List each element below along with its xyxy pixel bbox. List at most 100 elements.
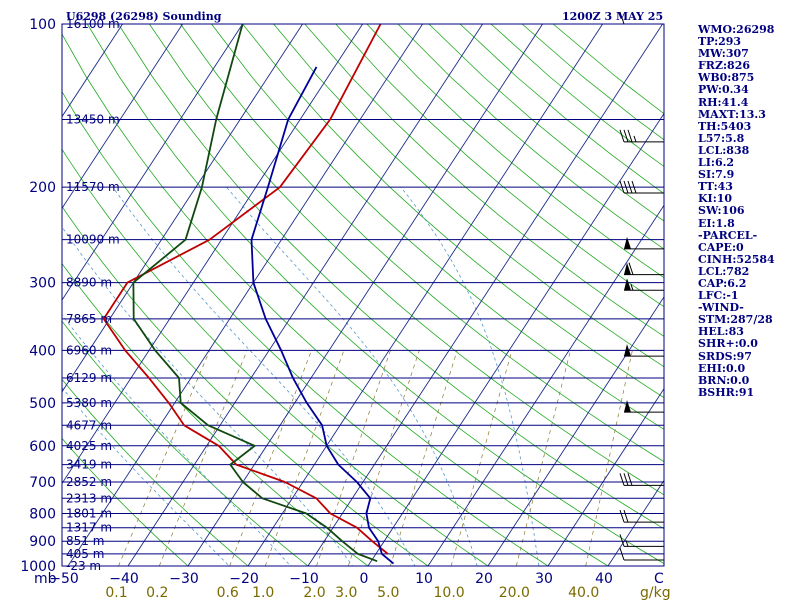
mixing-ratio-line bbox=[347, 350, 420, 566]
isotherm-line bbox=[62, 24, 243, 301]
wind-barb-flag bbox=[623, 180, 629, 194]
height-label: 16100 m bbox=[66, 17, 120, 31]
dry-adiabats bbox=[62, 24, 664, 566]
height-label: 405 m bbox=[66, 547, 104, 561]
mixing-ratio-line bbox=[264, 350, 345, 566]
dry-adiabat bbox=[117, 24, 664, 530]
wind-barb bbox=[619, 129, 664, 143]
dry-adiabat bbox=[149, 24, 664, 496]
wind-barb bbox=[624, 262, 664, 276]
index-item: CAP:6.2 bbox=[698, 276, 747, 290]
isotherm-line bbox=[367, 112, 664, 566]
wind-barb bbox=[624, 278, 664, 291]
index-item: TH:5403 bbox=[698, 119, 752, 133]
index-item: SRDS:97 bbox=[698, 349, 752, 363]
temperature-tick-label: 0 bbox=[360, 571, 369, 587]
mixing-ratio-tick-label: 10.0 bbox=[434, 585, 465, 600]
isotherm-line bbox=[67, 24, 423, 566]
dry-adiabat bbox=[62, 33, 609, 566]
index-item: EI:1.8 bbox=[698, 216, 735, 230]
pressure-tick-label: 700 bbox=[29, 475, 56, 491]
index-item: PW:0.34 bbox=[698, 83, 749, 97]
index-item: SI:7.9 bbox=[698, 168, 735, 182]
temperature-tick-label: −50 bbox=[49, 571, 79, 587]
wind-barb-flag bbox=[623, 473, 629, 486]
isotherm-line bbox=[487, 296, 664, 566]
mixing-ratio-tick-labels: 0.1 0.2 0.6 1.0 2.0 3.0 5.0 10.0 20.0 40.0 bbox=[105, 585, 599, 600]
moist-adiabats bbox=[62, 186, 540, 566]
isotherm-line bbox=[247, 24, 603, 566]
dry-adiabat bbox=[62, 205, 429, 566]
wind-barb bbox=[624, 344, 664, 357]
wind-barb-pennant bbox=[624, 278, 631, 291]
height-label: 1317 m bbox=[66, 521, 112, 535]
moist-adiabat bbox=[62, 387, 230, 566]
wind-barb-half-flag bbox=[625, 540, 629, 547]
dry-adiabat bbox=[62, 320, 309, 566]
wind-barb bbox=[619, 180, 664, 194]
height-label: 4677 m bbox=[66, 418, 112, 432]
wind-barb-flag bbox=[627, 473, 633, 486]
height-label: 6960 m bbox=[66, 343, 112, 357]
dry-adiabat bbox=[211, 24, 664, 430]
index-item: LCL:838 bbox=[698, 143, 750, 157]
mixing-ratio-line bbox=[515, 350, 571, 566]
index-item: RH:41.4 bbox=[698, 95, 749, 109]
wind-barb-half-flag bbox=[633, 135, 637, 143]
mixing-ratio-lines bbox=[118, 350, 633, 566]
temperature-tick-label: 40 bbox=[595, 571, 613, 587]
dry-adiabat bbox=[62, 90, 549, 566]
isotherm-line bbox=[427, 204, 664, 566]
isotherm-line bbox=[187, 24, 543, 566]
mixing-ratio-tick-label: 40.0 bbox=[568, 585, 599, 600]
index-item: SW:106 bbox=[698, 204, 745, 218]
isobars bbox=[62, 23, 664, 567]
height-label: 11570 m bbox=[66, 180, 120, 194]
index-item: WB0:875 bbox=[698, 71, 755, 85]
index-item: CAPE:0 bbox=[698, 240, 744, 254]
dry-adiabat bbox=[242, 24, 664, 399]
moist-adiabat bbox=[112, 186, 416, 566]
mixing-ratio-tick-label: 0.2 bbox=[146, 585, 168, 600]
temperature-tick-labels: −50 −40 −30 −20 −10 0 10 20 30 40 bbox=[49, 571, 613, 587]
index-item: BSHR:91 bbox=[698, 385, 755, 399]
index-item: LCL:782 bbox=[698, 264, 750, 278]
dry-adiabat bbox=[62, 378, 249, 566]
y-axis-unit: mb bbox=[34, 571, 57, 587]
index-item: TP:293 bbox=[698, 35, 742, 49]
index-item: FRZ:826 bbox=[698, 59, 751, 73]
pressure-tick-label: 600 bbox=[29, 439, 56, 455]
mixing-ratio-tick-label: 0.1 bbox=[105, 585, 127, 600]
temperature-tick-label: −40 bbox=[109, 571, 139, 587]
index-item: -WIND- bbox=[698, 301, 744, 315]
isotherm-line bbox=[127, 24, 483, 566]
pressure-tick-label: 400 bbox=[29, 343, 56, 359]
isotherms bbox=[0, 24, 664, 566]
mixing-ratio-tick-label: 2.0 bbox=[303, 585, 325, 600]
index-item: BRN:0.0 bbox=[698, 373, 750, 387]
x-axis-unit: C bbox=[654, 571, 664, 587]
isotherm-line bbox=[62, 24, 123, 118]
wind-barb-flag bbox=[619, 11, 625, 25]
isotherm-line bbox=[0, 24, 3, 566]
pressure-tick-labels: 100 200 300 400 500 600 700 800 900 1000 bbox=[20, 17, 56, 575]
isotherm-line bbox=[547, 387, 664, 566]
mixing-ratio-tick-label: 3.0 bbox=[335, 585, 357, 600]
index-item: KI:10 bbox=[698, 192, 733, 206]
height-label: 3419 m bbox=[66, 458, 112, 472]
wind-barb-flag bbox=[619, 473, 625, 486]
wind-barb-flag bbox=[619, 129, 625, 143]
wind-barb-pennant bbox=[624, 400, 631, 413]
height-label: 8890 m bbox=[66, 276, 112, 290]
mixing-ratio-unit: g/kg bbox=[640, 585, 671, 600]
wind-barb-flag bbox=[619, 180, 625, 194]
height-label: 5380 m bbox=[66, 396, 112, 410]
sounding-traces bbox=[102, 24, 395, 565]
height-label: 7865 m bbox=[66, 312, 112, 326]
isotherm-line bbox=[62, 24, 363, 485]
pressure-tick-label: 500 bbox=[29, 396, 56, 412]
dry-adiabat bbox=[62, 263, 369, 566]
dry-adiabat bbox=[335, 24, 664, 308]
pressure-tick-label: 100 bbox=[29, 17, 56, 33]
